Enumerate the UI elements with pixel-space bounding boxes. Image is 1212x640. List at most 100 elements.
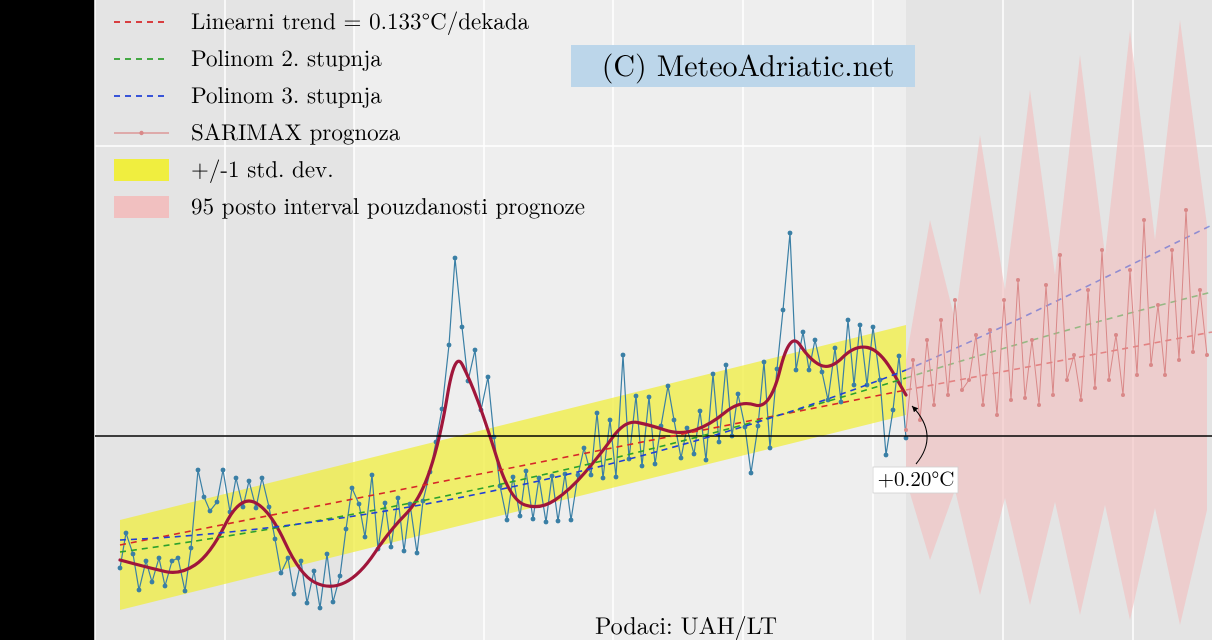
forecast-point — [1058, 253, 1062, 257]
data-point — [286, 556, 291, 561]
forecast-point — [1128, 268, 1132, 272]
data-point — [884, 453, 889, 458]
data-point — [183, 589, 188, 594]
data-point — [331, 600, 336, 605]
forecast-point — [1149, 363, 1153, 367]
legend-label: Polinom 2. stupnja — [191, 40, 382, 73]
annotation-label: +0.20°C — [878, 463, 955, 493]
forecast-point — [1016, 278, 1020, 282]
data-point — [679, 456, 684, 461]
data-point — [447, 343, 452, 348]
data-point — [202, 495, 207, 500]
data-point — [505, 518, 510, 523]
data-point — [871, 325, 876, 330]
data-point — [344, 527, 349, 532]
data-point — [839, 400, 844, 405]
data-point — [634, 394, 639, 399]
data-point — [550, 474, 555, 479]
forecast-point — [925, 338, 929, 342]
data-point — [794, 368, 799, 373]
legend-swatch-patch — [114, 159, 169, 181]
data-point — [473, 348, 478, 353]
data-point — [801, 330, 806, 335]
data-point — [389, 545, 394, 550]
chart-container: +0.20°C (C) MeteoAdriatic.net Linearni tre… — [0, 0, 1212, 640]
data-point — [221, 468, 226, 473]
data-point — [891, 408, 896, 413]
forecast-point — [953, 298, 957, 302]
data-point — [569, 518, 574, 523]
data-point — [305, 601, 310, 606]
data-point — [208, 509, 213, 514]
data-point — [396, 496, 401, 501]
data-point — [137, 588, 142, 593]
forecast-point — [1170, 248, 1174, 252]
data-point — [196, 468, 201, 473]
legend-label: Linearni trend = 0.133°C/dekada — [191, 3, 530, 36]
data-point — [383, 501, 388, 506]
data-point — [189, 546, 194, 551]
data-point — [537, 476, 542, 481]
data-point — [820, 370, 825, 375]
forecast-point — [1135, 373, 1139, 377]
forecast-point — [1051, 393, 1055, 397]
forecast-point — [932, 403, 936, 407]
data-point — [118, 566, 123, 571]
data-point — [807, 368, 812, 373]
data-point — [544, 520, 549, 525]
data-point — [717, 440, 722, 445]
data-point — [124, 531, 129, 536]
forecast-point — [1198, 288, 1202, 292]
chart-svg: +0.20°C (C) MeteoAdriatic.net Linearni tre… — [0, 0, 1212, 640]
data-point — [852, 383, 857, 388]
copyright-text: (C) MeteoAdriatic.net — [602, 42, 895, 85]
data-point — [170, 559, 175, 564]
data-point — [685, 426, 690, 431]
data-point — [833, 346, 838, 351]
data-point — [453, 256, 458, 261]
forecast-point — [1121, 393, 1125, 397]
data-point — [312, 569, 317, 574]
data-point — [653, 462, 658, 467]
legend-label: SARIMAX prognoza — [191, 114, 401, 147]
forecast-point — [1009, 398, 1013, 402]
data-point — [325, 552, 330, 557]
data-point — [756, 424, 761, 429]
data-point — [402, 549, 407, 554]
data-point — [608, 418, 613, 423]
legend-label: 95 posto interval pouzdanosti prognoze — [191, 188, 585, 221]
forecast-point — [1086, 288, 1090, 292]
data-point — [724, 363, 729, 368]
forecast-point — [946, 393, 950, 397]
data-point — [595, 411, 600, 416]
data-point — [357, 502, 362, 507]
data-point — [698, 409, 703, 414]
forecast-point — [1072, 353, 1076, 357]
data-point — [768, 446, 773, 451]
data-point — [176, 556, 181, 561]
forecast-point — [1114, 333, 1118, 337]
data-point — [711, 372, 716, 377]
forecast-point — [967, 378, 971, 382]
data-point — [582, 446, 587, 451]
data-point — [273, 537, 278, 542]
data-point — [524, 469, 529, 474]
data-point — [460, 325, 465, 330]
forecast-point — [1205, 353, 1209, 357]
data-point — [897, 354, 902, 359]
forecast-point — [988, 328, 992, 332]
data-point — [601, 476, 606, 481]
data-point — [254, 506, 259, 511]
data-point — [370, 473, 375, 478]
data-point — [736, 392, 741, 397]
data-point — [640, 464, 645, 469]
forecast-point — [1163, 373, 1167, 377]
forecast-point — [1177, 358, 1181, 362]
data-point — [338, 574, 343, 579]
data-point — [267, 505, 272, 510]
data-point — [781, 308, 786, 313]
forecast-point — [1065, 378, 1069, 382]
legend-label: Polinom 3. stupnja — [191, 77, 382, 110]
data-point — [666, 384, 671, 389]
data-point — [647, 395, 652, 400]
